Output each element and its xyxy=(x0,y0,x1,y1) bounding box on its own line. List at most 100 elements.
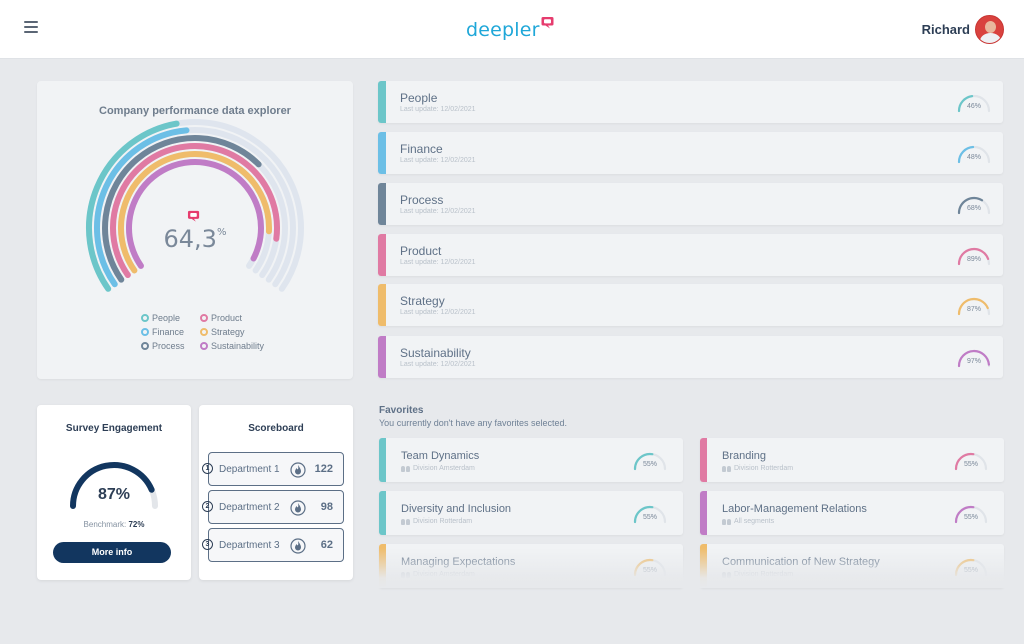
rank-badge: 3 xyxy=(202,539,213,550)
category-gauge xyxy=(957,247,991,266)
favorite-card[interactable]: Team Dynamics Division Amsterdam 55% xyxy=(379,438,683,482)
user-name[interactable]: Richard xyxy=(921,22,970,37)
overall-score-unit: % xyxy=(216,227,227,238)
category-name: Finance xyxy=(400,142,443,156)
people-icon xyxy=(401,571,410,578)
rank-badge: 1 xyxy=(202,463,213,474)
category-row-finance[interactable]: Finance Last update: 12/02/2021 48% xyxy=(378,132,1003,174)
legend-dot xyxy=(141,328,149,336)
people-icon xyxy=(401,465,410,472)
legend-item-sustainability[interactable]: Sustainability xyxy=(200,341,280,351)
favorite-card[interactable]: Labor-Management Relations All segments … xyxy=(700,491,1004,535)
category-last-update: Last update: 12/02/2021 xyxy=(400,309,476,316)
favorite-name: Branding xyxy=(722,450,767,462)
people-icon xyxy=(401,518,410,525)
favorite-gauge xyxy=(954,452,988,471)
survey-gauge xyxy=(70,462,158,509)
legend-label: Product xyxy=(211,313,243,323)
department-box[interactable]: Department 3 62 xyxy=(208,528,344,562)
legend-dot xyxy=(200,342,208,350)
scoreboard-row[interactable]: Department 1 122 1 xyxy=(199,452,353,486)
flame-icon xyxy=(290,538,306,554)
category-gauge xyxy=(957,196,991,215)
scoreboard-row[interactable]: Department 2 98 2 xyxy=(199,490,353,524)
category-name: Sustainability xyxy=(400,346,471,360)
category-color-bar xyxy=(378,183,386,225)
category-last-update: Last update: 12/02/2021 xyxy=(400,157,476,164)
legend-dot xyxy=(200,328,208,336)
legend-item-strategy[interactable]: Strategy xyxy=(200,327,280,337)
category-row-product[interactable]: Product Last update: 12/02/2021 89% xyxy=(378,234,1003,276)
legend-label: People xyxy=(152,313,181,323)
category-name: People xyxy=(400,91,438,105)
ring-finance xyxy=(94,127,190,288)
category-last-update: Last update: 12/02/2021 xyxy=(400,361,476,368)
category-last-update: Last update: 12/02/2021 xyxy=(400,208,476,215)
speech-bubble-logo-icon xyxy=(541,17,554,29)
multi-ring-gauge[interactable] xyxy=(37,81,353,311)
gauge-fill xyxy=(957,297,989,316)
scoreboard-row[interactable]: Department 3 62 3 xyxy=(199,528,353,562)
favorite-gauge xyxy=(954,505,988,524)
scoreboard-title: Scoreboard xyxy=(248,423,304,434)
favorite-color-bar xyxy=(379,544,386,588)
ring-sustainability xyxy=(126,159,264,269)
overall-score: 64,3% xyxy=(37,225,353,253)
category-row-people[interactable]: People Last update: 12/02/2021 46% xyxy=(378,81,1003,123)
favorite-name: Managing Expectations xyxy=(401,556,516,568)
favorite-value: 55% xyxy=(642,514,657,521)
gauge-fill xyxy=(633,452,654,471)
legend-item-process[interactable]: Process xyxy=(141,341,200,351)
favorite-card[interactable]: Diversity and Inclusion Division Rotterd… xyxy=(379,491,683,535)
category-row-strategy[interactable]: Strategy Last update: 12/02/2021 87% xyxy=(378,284,1003,326)
people-icon xyxy=(722,518,731,525)
department-box[interactable]: Department 1 122 xyxy=(208,452,344,486)
favorite-segment-label: Division Amsterdam xyxy=(413,571,475,578)
favorite-segment-label: Division Amsterdam xyxy=(413,465,475,472)
favorite-color-bar xyxy=(700,491,707,535)
favorite-color-bar xyxy=(379,491,386,535)
avatar[interactable] xyxy=(975,15,1004,44)
favorite-segment-label: Division Rotterdam xyxy=(413,518,473,525)
survey-engagement-card: Survey Engagement 87% Benchmark: 72% Mor… xyxy=(37,405,191,580)
benchmark: Benchmark: 72% xyxy=(37,520,191,529)
favorite-color-bar xyxy=(700,544,707,588)
flame-icon xyxy=(290,462,306,478)
people-icon xyxy=(722,465,731,472)
category-row-sustainability[interactable]: Sustainability Last update: 12/02/2021 9… xyxy=(378,336,1003,378)
category-value: 48% xyxy=(966,154,981,161)
app-logo[interactable]: deepler xyxy=(466,13,555,43)
favorite-card[interactable]: Branding Division Rotterdam 55% xyxy=(700,438,1004,482)
survey-value: 87% xyxy=(97,486,131,503)
favorite-card[interactable]: Communication of New Strategy Division R… xyxy=(700,544,1004,588)
category-gauge xyxy=(957,94,991,113)
category-last-update: Last update: 12/02/2021 xyxy=(400,106,476,113)
legend-label: Finance xyxy=(152,327,185,337)
legend-item-product[interactable]: Product xyxy=(200,313,280,323)
category-value: 68% xyxy=(966,205,981,212)
favorite-color-bar xyxy=(379,438,386,482)
favorite-segment: All segments xyxy=(722,518,774,525)
legend-item-finance[interactable]: Finance xyxy=(141,327,200,337)
top-bar: deepler Richard xyxy=(0,0,1024,59)
category-name: Product xyxy=(400,244,442,258)
favorite-color-bar xyxy=(700,438,707,482)
overall-score-value: 64,3 xyxy=(163,225,217,253)
more-info-button[interactable]: More info xyxy=(53,542,171,563)
favorite-segment: Division Amsterdam xyxy=(401,571,475,578)
legend-item-people[interactable]: People xyxy=(141,313,200,323)
hamburger-menu-icon[interactable] xyxy=(24,21,38,37)
survey-title: Survey Engagement xyxy=(65,423,163,434)
category-gauge xyxy=(957,145,991,164)
category-name: Process xyxy=(400,193,444,207)
category-color-bar xyxy=(378,234,386,276)
category-value: 89% xyxy=(966,256,981,263)
category-color-bar xyxy=(378,336,386,378)
department-box[interactable]: Department 2 98 xyxy=(208,490,344,524)
favorite-segment-label: Division Rotterdam xyxy=(734,465,794,472)
favorite-gauge xyxy=(633,452,667,471)
gauge-fill xyxy=(633,505,654,524)
category-row-process[interactable]: Process Last update: 12/02/2021 68% xyxy=(378,183,1003,225)
favorite-card[interactable]: Managing Expectations Division Amsterdam… xyxy=(379,544,683,588)
favorite-segment: Division Rotterdam xyxy=(722,465,793,472)
